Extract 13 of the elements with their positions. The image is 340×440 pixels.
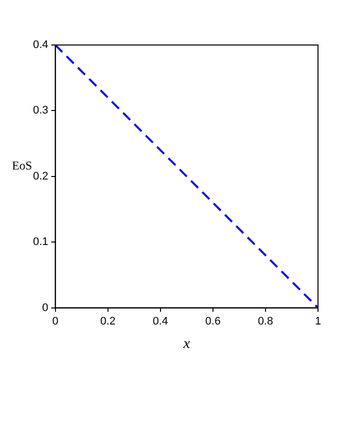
x-axis-title: x: [182, 336, 190, 352]
x-tick-label: 0.4: [152, 315, 168, 328]
y-tick-label: 0.3: [32, 104, 48, 117]
y-tick-label: 0.2: [32, 170, 48, 182]
x-tick-label: 0.8: [258, 315, 274, 328]
y-tick-label: 0.4: [32, 39, 48, 52]
x-tick-label: 1: [314, 315, 322, 328]
y-tick-label: 0.1: [32, 236, 48, 248]
y-axis-title: EoS: [12, 158, 32, 173]
x-tick-label: 0: [52, 315, 58, 328]
x-tick-label: 0.2: [100, 315, 116, 328]
y-tick-label: 0: [42, 302, 48, 314]
x-tick-label: 0.6: [205, 315, 221, 328]
